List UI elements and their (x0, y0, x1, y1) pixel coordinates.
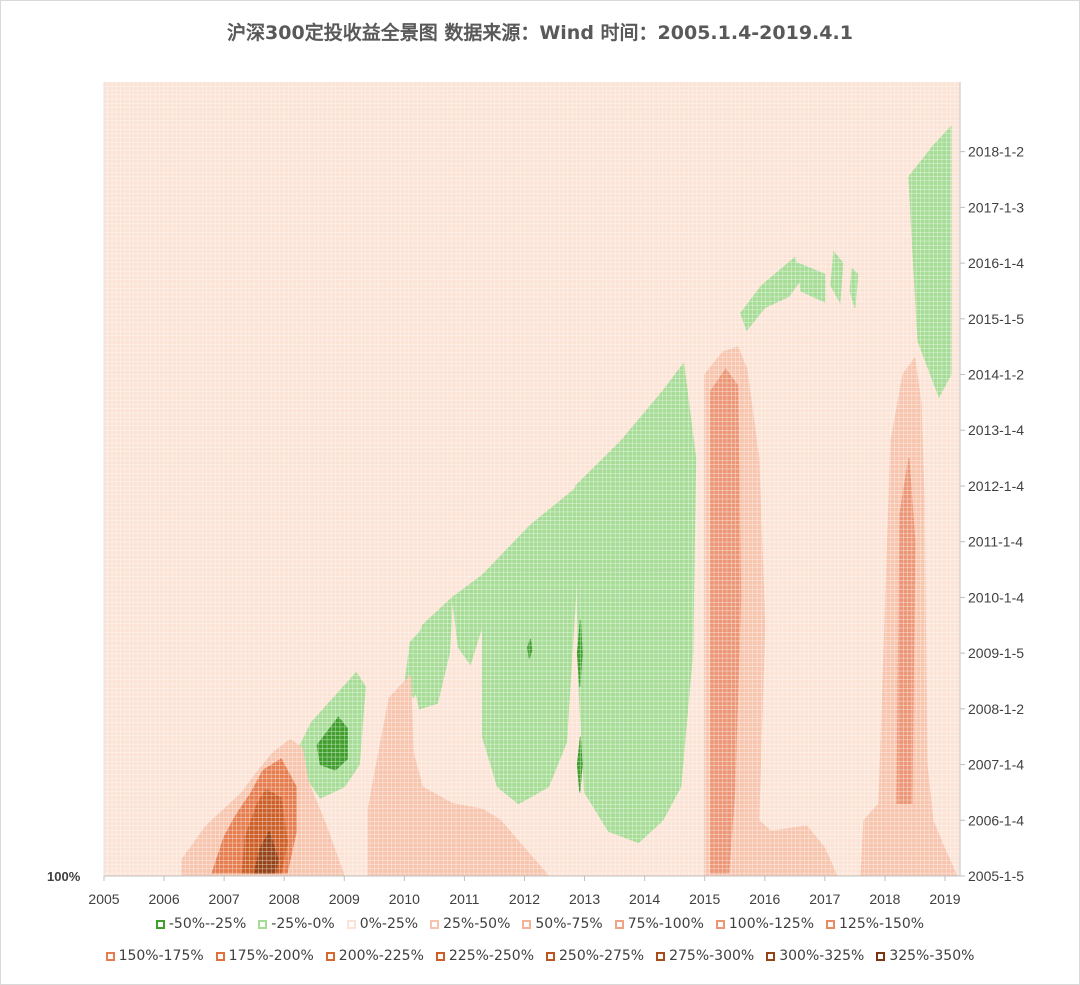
legend-label: 200%-225% (338, 948, 424, 964)
legend-item: 250%-275% (546, 948, 644, 964)
x-tick-label: 2015 (689, 891, 720, 907)
y-tick-label: 2010-1-4 (968, 589, 1024, 605)
legend-item: 100%-125% (715, 916, 814, 932)
y-tick-label: 2017-1-3 (968, 199, 1024, 215)
legend-row-2: 150%-175% 175%-200% 200%-225% 225%-250% 250%… (0, 948, 1080, 964)
legend-item: 300%-325% (766, 948, 864, 964)
y-tick-label: 2014-1-2 (968, 367, 1024, 383)
x-tick-label: 2013 (569, 891, 600, 907)
legend-item: 225%-250% (435, 948, 534, 964)
x-tick-label: 2011 (449, 891, 479, 907)
legend-item: 275%-300% (656, 948, 754, 964)
legend-swatch (656, 951, 666, 961)
y-tick-label: 2005-1-5 (968, 868, 1024, 884)
legend-label: 125%-150% (839, 916, 925, 932)
legend-label: 100%-125% (728, 916, 814, 932)
x-tick-label: 2008 (269, 891, 300, 907)
legend-swatch (546, 951, 555, 961)
x-tick-label: 2017 (809, 891, 840, 907)
legend-swatch (876, 951, 886, 961)
y-tick-label: 2008-1-2 (968, 701, 1024, 717)
legend-item: 175%-200% (215, 948, 314, 964)
legend-swatch (430, 919, 440, 929)
legend-label: 150%-175% (118, 948, 204, 964)
left-axis-overlap-label: 100% (47, 869, 81, 884)
legend-swatch (258, 919, 268, 929)
x-tick-label: 2005 (88, 891, 119, 907)
legend-item: 200%-225% (325, 948, 424, 964)
legend-item: 125%-150% (826, 916, 924, 932)
y-tick-label: 2016-1-4 (968, 255, 1024, 271)
legend-swatch (346, 919, 356, 929)
legend-swatch (522, 919, 532, 929)
x-tick-label: 2014 (629, 891, 660, 907)
legend-item: 75%-100% (614, 916, 704, 932)
y-tick-label: 2007-1-4 (968, 757, 1024, 773)
legend-swatch (325, 951, 335, 961)
y-tick-label: 2015-1-5 (968, 311, 1024, 327)
x-tick-label: 2019 (929, 891, 960, 907)
legend-label: -25%-0% (271, 916, 335, 932)
legend-swatch (614, 919, 624, 929)
legend-item: -25%-0% (258, 916, 335, 932)
x-tick-label: 2012 (509, 891, 540, 907)
legend-item: 0%-25% (346, 916, 419, 932)
legend-item: 325%-350% (876, 948, 974, 964)
legend-label: 175%-200% (228, 948, 314, 964)
legend-label: 325%-350% (889, 948, 975, 964)
y-tick-label: 2006-1-4 (968, 812, 1024, 828)
legend-item: 150%-175% (105, 948, 204, 964)
x-tick-label: 2016 (749, 891, 780, 907)
y-tick-label: 2011-1-4 (968, 534, 1023, 550)
legend-swatch (435, 951, 445, 961)
legend-item: 50%-75% (522, 916, 603, 932)
legend-item: 25%-50% (430, 916, 510, 932)
y-tick-label: 2018-1-2 (968, 144, 1024, 160)
legend-swatch (215, 951, 225, 961)
y-tick-label: 2012-1-4 (968, 478, 1024, 494)
legend-label: 300%-325% (779, 948, 865, 964)
legend-label: 275%-300% (669, 948, 755, 964)
legend-label: 50%-75% (535, 916, 603, 932)
legend-label: 25%-50% (443, 916, 511, 932)
chart-title: 沪深300定投收益全景图 数据来源：Wind 时间：2005.1.4-2019.… (227, 22, 853, 44)
legend-swatch (105, 951, 115, 961)
legend-item: -50%--25% (155, 916, 247, 932)
x-tick-label: 2006 (148, 891, 179, 907)
y-tick-label: 2013-1-4 (968, 422, 1024, 438)
legend-swatch (155, 919, 165, 929)
y-tick-label: 2009-1-5 (968, 645, 1024, 661)
x-tick-label: 2009 (329, 891, 360, 907)
x-tick-label: 2007 (209, 891, 240, 907)
grid-overlay (104, 82, 960, 876)
x-tick-label: 2010 (389, 891, 420, 907)
legend-swatch (715, 919, 725, 929)
legend-row-1: -50%--25% -25%-0% 0%-25% 25%-50% 50%-75% 75%-… (0, 916, 1080, 932)
legend-label: 0%-25% (359, 916, 419, 932)
legend-swatch (826, 919, 835, 929)
legend-label: 225%-250% (448, 948, 534, 964)
legend-swatch (766, 951, 776, 961)
legend-label: 75%-100% (627, 916, 704, 932)
legend-label: 250%-275% (559, 948, 645, 964)
x-tick-label: 2018 (869, 891, 900, 907)
legend-label: -50%--25% (168, 916, 247, 932)
